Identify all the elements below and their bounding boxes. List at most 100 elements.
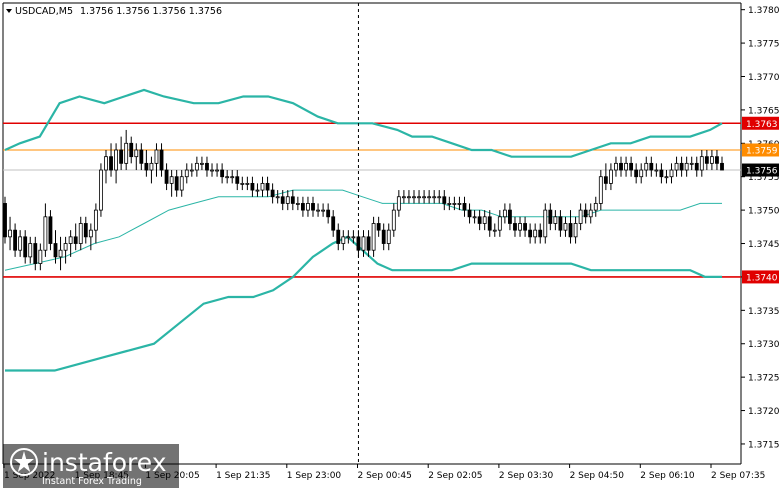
candle — [704, 149, 709, 171]
candle — [447, 196, 452, 211]
candle — [3, 196, 7, 244]
collapse-triangle-icon[interactable] — [6, 9, 12, 13]
candle — [245, 176, 250, 191]
candle — [558, 210, 563, 237]
candle-body — [432, 196, 437, 199]
candle-body — [255, 189, 260, 192]
candle-body — [53, 243, 58, 258]
candle-body — [351, 236, 356, 239]
candle — [694, 156, 699, 177]
candle-body — [225, 176, 230, 179]
candle-body — [23, 236, 28, 258]
candle-body — [306, 203, 310, 211]
candle — [432, 190, 437, 204]
candle — [533, 223, 538, 244]
candle — [386, 223, 391, 251]
candle-body — [250, 182, 255, 191]
price-tick-label: 1.3755 — [748, 173, 780, 183]
candle-body — [508, 209, 512, 224]
candle-body — [634, 169, 639, 178]
candle — [573, 216, 578, 244]
candle — [235, 170, 240, 191]
time-tick-label: 1 Sep 23:00 — [287, 471, 342, 481]
watermark-brand: instaforex — [42, 448, 167, 477]
candle-body — [159, 149, 164, 171]
candle — [200, 156, 204, 171]
candle — [508, 203, 512, 231]
candle — [629, 156, 634, 177]
candle-body — [58, 249, 63, 258]
time-tick-label: 2 Sep 00:45 — [358, 471, 412, 481]
candle-body — [603, 176, 608, 184]
candle-body — [154, 149, 159, 164]
candle-body — [290, 196, 295, 204]
watermark-tagline: Instant Forex Trading — [42, 476, 142, 487]
candle-body — [194, 162, 199, 171]
candle-body — [518, 223, 522, 231]
candle — [280, 190, 285, 211]
candle — [644, 156, 649, 177]
candle-body — [396, 196, 401, 211]
candle — [391, 203, 396, 237]
candle-body — [659, 169, 664, 178]
candle — [300, 196, 305, 217]
candle-body — [280, 196, 285, 204]
candle-body — [235, 176, 240, 184]
resistance-price-tag-bg — [742, 116, 779, 130]
candle-body — [189, 169, 194, 172]
candle-body — [598, 176, 603, 204]
candle-body — [99, 169, 103, 211]
candle — [639, 163, 644, 184]
time-tick-label: 2 Sep 04:50 — [570, 471, 625, 481]
candle — [179, 170, 184, 197]
price-tick-label: 1.3750 — [748, 207, 780, 217]
candle-body — [220, 169, 225, 178]
candle-body — [68, 236, 73, 244]
candle-body — [13, 229, 18, 251]
candle — [679, 156, 684, 177]
candle-body — [321, 209, 326, 212]
candle — [58, 236, 63, 271]
candle — [513, 216, 517, 237]
candle — [220, 163, 225, 184]
candle-body — [215, 169, 219, 172]
candle — [477, 210, 482, 231]
candle — [401, 190, 406, 204]
candle-body — [386, 229, 391, 244]
candle-body — [316, 209, 320, 212]
candle — [548, 203, 553, 231]
candle-body — [674, 162, 679, 171]
candle-body — [704, 156, 709, 164]
candle — [164, 163, 169, 191]
candle — [593, 196, 598, 217]
candle-body — [184, 169, 189, 178]
upper-band-line — [4, 88, 723, 158]
price-tick-label: 1.3735 — [748, 307, 780, 317]
candle-body — [63, 243, 68, 251]
candle — [720, 156, 724, 171]
candle-body — [523, 223, 527, 231]
candle — [23, 230, 28, 264]
candle — [523, 216, 527, 237]
candle-body — [169, 176, 174, 184]
candle — [139, 143, 144, 171]
candle — [194, 156, 199, 177]
candle-body — [331, 216, 336, 231]
candle — [250, 176, 255, 197]
price-tick-label: 1.3720 — [748, 407, 780, 417]
candle-body — [452, 203, 457, 205]
candle-body — [558, 216, 563, 231]
candle — [563, 216, 568, 237]
candle — [109, 143, 113, 177]
candle — [230, 170, 235, 184]
candle — [336, 223, 341, 251]
candle — [674, 156, 679, 177]
candle-body — [593, 203, 598, 211]
candle-body — [679, 162, 684, 171]
candle-body — [336, 229, 341, 244]
candle-body — [341, 236, 346, 244]
candle-body — [139, 149, 144, 164]
candle — [699, 149, 704, 177]
